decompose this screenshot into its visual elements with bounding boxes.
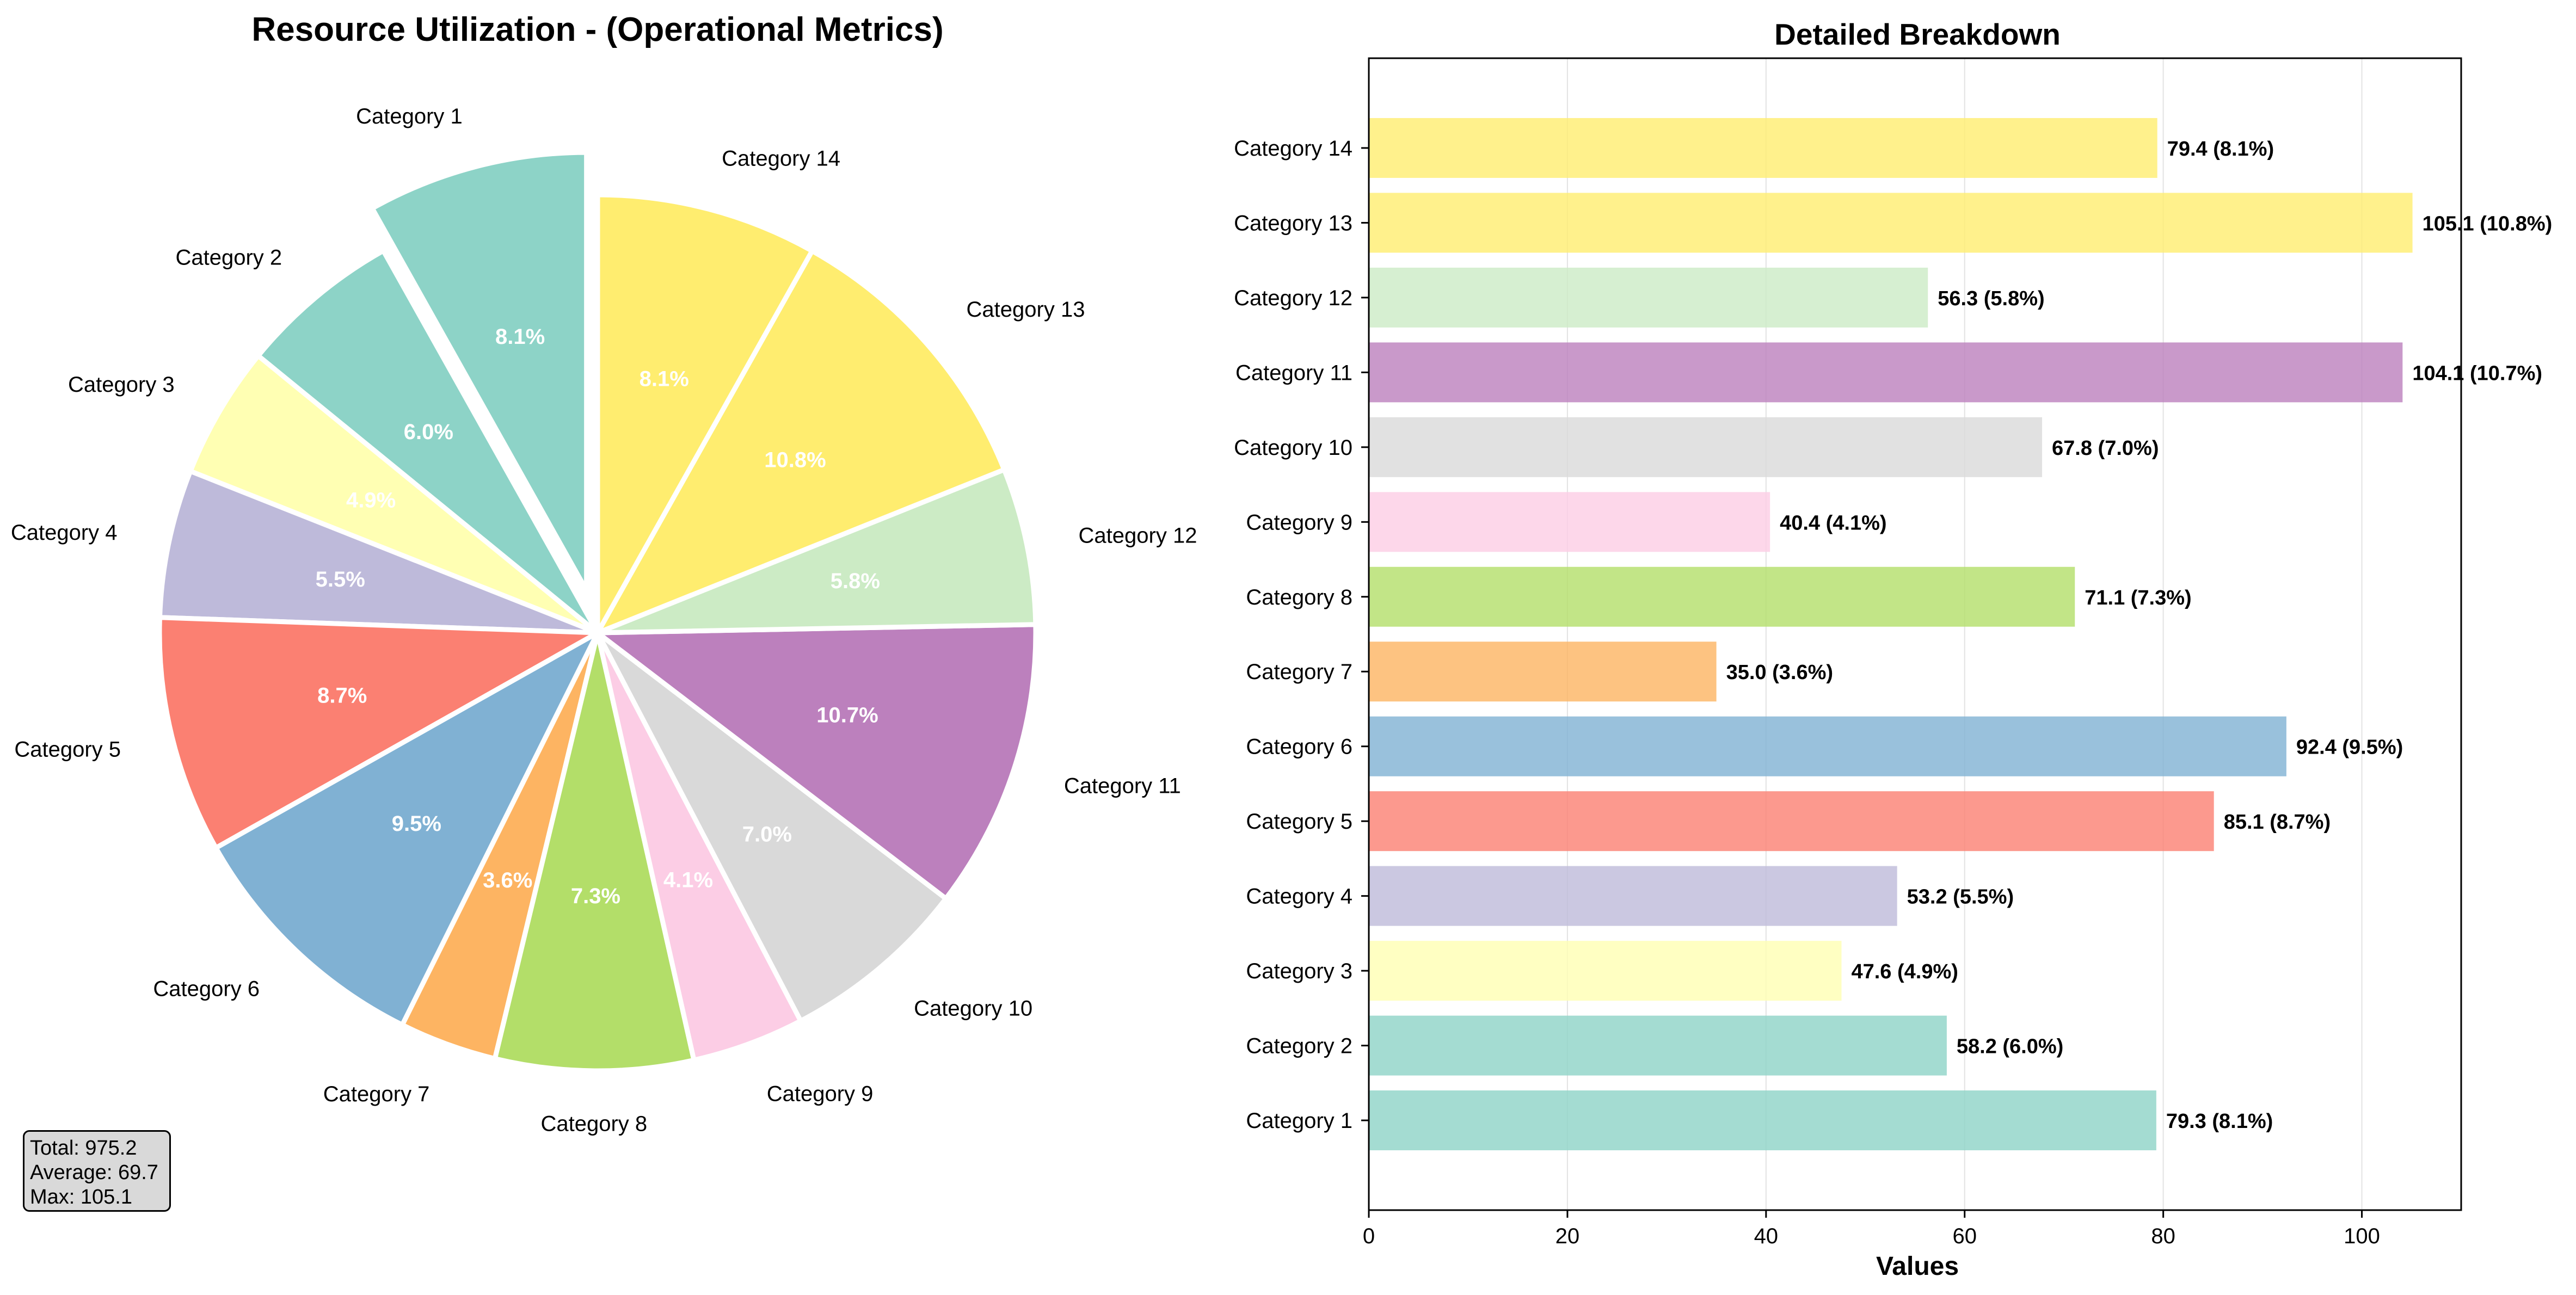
bar-plot-frame: [1368, 57, 2462, 1211]
bar-category-12: [1369, 267, 1928, 328]
pie-slice-category-5: [157, 615, 600, 850]
y-tick-label-category-14: Category 14: [1234, 137, 1352, 161]
pie-label-category-10: Category 10: [914, 996, 1032, 1020]
bar-value-label-category-2: 58.2 (6.0%): [1957, 1035, 2063, 1058]
pie-percent-category-5: 8.7%: [317, 683, 367, 707]
pie-percent-category-6: 9.5%: [392, 812, 441, 836]
bar-category-7: [1369, 642, 1717, 702]
pie-label-category-13: Category 13: [967, 298, 1085, 322]
pie-percent-category-11: 10.7%: [816, 703, 878, 727]
pie-label-category-4: Category 4: [11, 521, 118, 545]
pie-label-category-7: Category 7: [323, 1082, 430, 1106]
bar-value-label-category-6: 92.4 (9.5%): [2296, 736, 2403, 759]
bar-chart-title: Detailed Breakdown: [1774, 17, 2061, 51]
bar-value-label-category-3: 47.6 (4.9%): [1851, 960, 1958, 983]
pie-percent-category-4: 5.5%: [316, 568, 365, 591]
bar-category-6: [1369, 716, 2286, 776]
y-tick-label-category-10: Category 10: [1234, 436, 1352, 460]
pie-label-category-3: Category 3: [68, 373, 175, 397]
bar-category-9: [1369, 492, 1770, 552]
x-tick-label: 20: [1556, 1224, 1580, 1248]
bar-category-8: [1369, 566, 2075, 627]
x-tick-label: 0: [1363, 1224, 1375, 1248]
pie-slice-category-2: [255, 248, 600, 636]
y-tick-label-category-9: Category 9: [1246, 510, 1352, 534]
pie-label-category-1: Category 1: [356, 104, 463, 128]
bar-value-label-category-8: 71.1 (7.3%): [2085, 587, 2191, 609]
y-tick-label-category-11: Category 11: [1235, 361, 1352, 385]
pie-slice-category-1: [370, 150, 589, 593]
pie-chart-title: Resource Utilization - (Operational Metr…: [251, 11, 943, 48]
y-tick-label-category-12: Category 12: [1234, 286, 1352, 310]
pie-slice-category-10: [595, 630, 949, 1023]
pie-percent-category-1: 8.1%: [495, 325, 545, 349]
stats-max: Max: 105.1: [30, 1186, 132, 1208]
pie-slice-category-13: [595, 248, 1007, 636]
y-tick-label-category-7: Category 7: [1246, 660, 1352, 684]
bar-category-5: [1369, 791, 2214, 852]
bar-category-14: [1369, 118, 2157, 178]
bar-value-label-category-10: 67.8 (7.0%): [2052, 437, 2159, 460]
bar-category-11: [1369, 342, 2403, 403]
pie-slice-category-11: [595, 622, 1038, 901]
pie-slice-category-4: [157, 468, 600, 636]
bar-chart-xlabel: Values: [1876, 1252, 1959, 1281]
bar-value-label-category-12: 56.3 (5.8%): [1938, 287, 2044, 310]
y-tick-label-category-13: Category 13: [1234, 211, 1352, 235]
y-tick-label-category-5: Category 5: [1246, 810, 1352, 834]
pie-percent-category-2: 6.0%: [404, 420, 453, 444]
pie-slice-category-8: [492, 630, 697, 1074]
pie-percent-category-8: 7.3%: [571, 884, 620, 908]
y-tick-label-category-4: Category 4: [1246, 885, 1352, 909]
pie-percent-category-12: 5.8%: [831, 569, 880, 593]
bar-category-13: [1369, 193, 2413, 253]
x-tick-label: 60: [1952, 1224, 1977, 1248]
y-tick-label-category-1: Category 1: [1246, 1109, 1352, 1133]
y-tick-label-category-2: Category 2: [1246, 1034, 1352, 1058]
summary-stats-box: Total: 975.2 Average: 69.7 Max: 105.1: [23, 1130, 171, 1212]
stats-average: Average: 69.7: [30, 1161, 158, 1184]
pie-label-category-12: Category 12: [1079, 524, 1197, 548]
pie-label-category-8: Category 8: [540, 1112, 647, 1136]
pie-slice-category-6: [213, 630, 600, 1028]
bar-value-label-category-13: 105.1 (10.8%): [2423, 212, 2553, 235]
bar-value-label-category-14: 79.4 (8.1%): [2167, 138, 2274, 161]
bar-value-label-category-4: 53.2 (5.5%): [1907, 886, 2014, 909]
pie-label-category-6: Category 6: [153, 977, 260, 1001]
bar-value-label-category-5: 85.1 (8.7%): [2224, 811, 2331, 834]
bar-value-label-category-9: 40.4 (4.1%): [1780, 511, 1886, 534]
bar-value-label-category-1: 79.3 (8.1%): [2166, 1110, 2273, 1133]
pie-percent-category-10: 7.0%: [742, 822, 792, 846]
bar-category-4: [1369, 866, 1897, 926]
pie-slice-category-14: [595, 192, 815, 636]
x-tick-label: 40: [1754, 1224, 1779, 1248]
bar-value-label-category-11: 104.1 (10.7%): [2412, 362, 2542, 385]
y-tick-label-category-3: Category 3: [1246, 959, 1352, 983]
pie-label-category-2: Category 2: [175, 246, 282, 270]
pie-chart: Category 1 8.1% Category 2 6.0% Category 3 4.…: [11, 104, 1197, 1136]
pie-label-category-9: Category 9: [767, 1082, 874, 1106]
x-tick-label: 100: [2344, 1224, 2380, 1248]
bar-category-2: [1369, 1015, 1947, 1076]
bar-value-label-category-7: 35.0 (3.6%): [1726, 661, 1833, 684]
bar-category-10: [1369, 417, 2043, 477]
bar-category-1: [1369, 1090, 2156, 1151]
pie-percent-category-14: 8.1%: [640, 367, 689, 391]
bar-chart: 0 20 40 60 80 100 79.3 (8.1%) Category 1 58.2 (6…: [1234, 57, 2553, 1248]
pie-percent-category-7: 3.6%: [483, 868, 532, 892]
x-tick-label: 80: [2151, 1224, 2175, 1248]
y-tick-label-category-8: Category 8: [1246, 585, 1352, 609]
bar-category-3: [1369, 941, 1842, 1001]
stats-total: Total: 975.2: [30, 1137, 137, 1160]
y-tick-label-category-6: Category 6: [1246, 735, 1352, 759]
pie-label-category-14: Category 14: [722, 147, 840, 171]
pie-percent-category-13: 10.8%: [764, 448, 826, 472]
pie-slice-category-3: [188, 353, 600, 636]
pie-label-category-11: Category 11: [1064, 774, 1181, 798]
pie-label-category-5: Category 5: [14, 738, 121, 762]
pie-slice-category-12: [595, 467, 1038, 636]
pie-percent-category-3: 4.9%: [346, 488, 396, 512]
pie-percent-category-9: 4.1%: [663, 868, 713, 892]
